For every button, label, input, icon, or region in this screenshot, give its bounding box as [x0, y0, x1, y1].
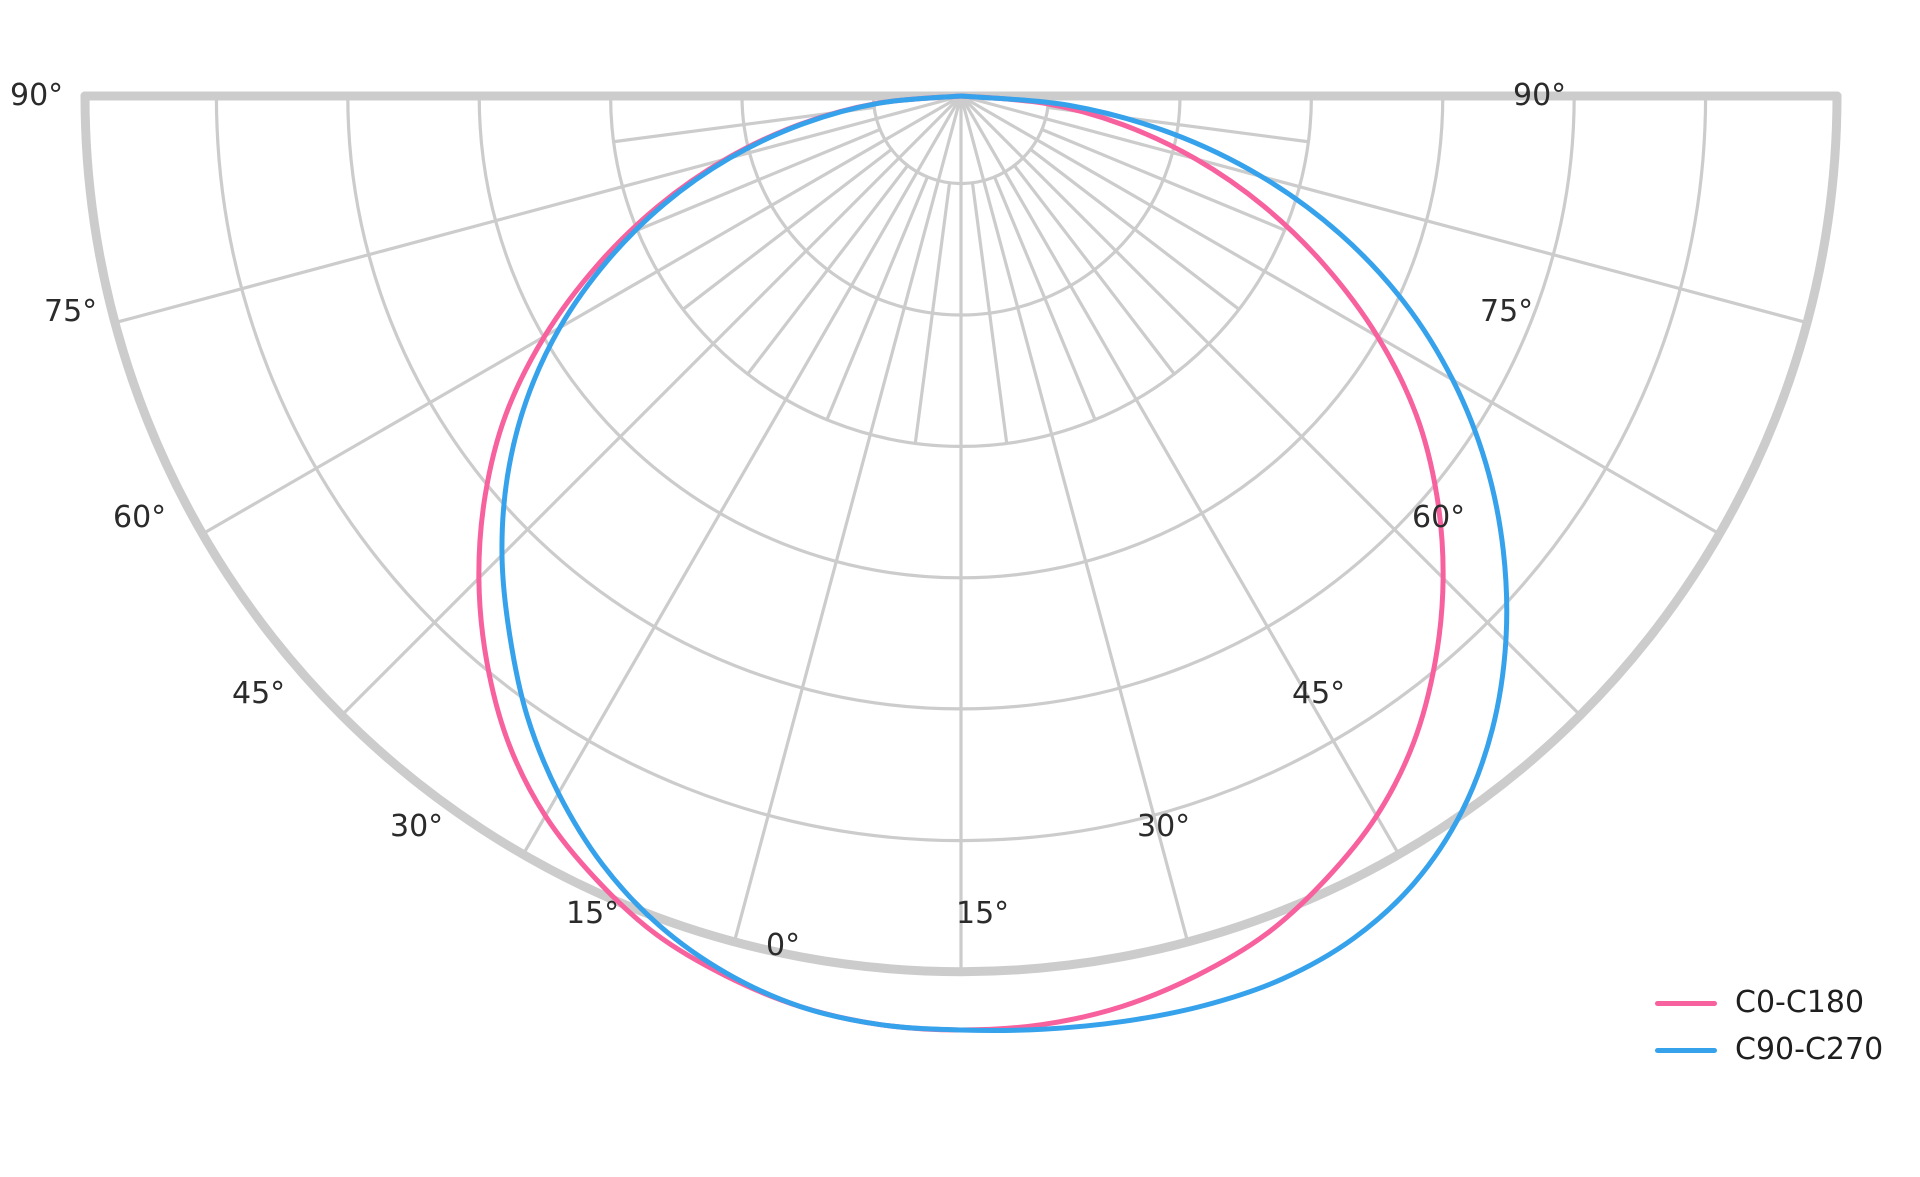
polar-minor-spoke-6 [970, 181, 1009, 446]
polar-spoke-60 [959, 94, 1722, 536]
polar-spoke--75 [113, 94, 963, 325]
polar-minor-spoke-8 [1012, 163, 1176, 376]
polar-spoke--30 [521, 94, 963, 857]
polar-spoke-75 [959, 94, 1809, 325]
polar-minor-spoke-1 [635, 127, 882, 232]
angle-label-left-15deg: 15° [566, 896, 620, 931]
legend-item-c90-c270[interactable]: C90-C270 [1655, 1035, 1883, 1065]
legend-item-c0-c180[interactable]: C0-C180 [1655, 988, 1883, 1018]
angle-label-left-90deg: 90° [10, 78, 64, 113]
angle-label-left-30deg: 30° [390, 809, 444, 844]
angle-label-left-75deg: 75° [44, 294, 98, 329]
polar-minor-spoke-3 [746, 163, 910, 376]
series-curve-c90-c270 [499, 93, 1510, 1033]
legend-label-c0-c180: C0-C180 [1735, 985, 1865, 1020]
angle-label-right-75deg: 75° [1480, 294, 1534, 329]
polar-spoke--60 [200, 94, 963, 536]
polar-spoke-45 [959, 94, 1583, 718]
chart-legend: C0-C180 C90-C270 [1655, 988, 1883, 1065]
polar-spoke-15 [959, 94, 1190, 944]
polar-minor-spoke-2 [681, 147, 894, 311]
polar-spoke--45 [339, 94, 963, 718]
polar-series [476, 93, 1510, 1033]
polar-minor-spoke-9 [1028, 147, 1241, 311]
polar-minor-spoke-5 [913, 181, 952, 446]
angle-label-right-30deg: 30° [1137, 809, 1191, 844]
polar-minor-spoke-7 [992, 175, 1097, 422]
polar-grid [80, 91, 1842, 977]
legend-label-c90-c270: C90-C270 [1735, 1032, 1884, 1067]
polar-minor-spoke-4 [825, 175, 930, 422]
angle-label-center-0deg: 0° [766, 928, 801, 963]
angle-label-right-15deg: 15° [956, 896, 1010, 931]
legend-swatch-c90-c270 [1655, 1047, 1717, 1053]
polar-spoke-30 [959, 94, 1401, 857]
polar-spoke--15 [732, 94, 963, 944]
polar-minor-spoke-10 [1040, 127, 1287, 232]
angle-label-left-45deg: 45° [232, 676, 286, 711]
angle-label-right-45deg: 45° [1292, 676, 1346, 711]
legend-swatch-c0-c180 [1655, 1000, 1717, 1006]
angle-label-right-90deg: 90° [1513, 78, 1567, 113]
angle-label-right-60deg: 60° [1412, 500, 1466, 535]
angle-label-left-60deg: 60° [113, 500, 167, 535]
